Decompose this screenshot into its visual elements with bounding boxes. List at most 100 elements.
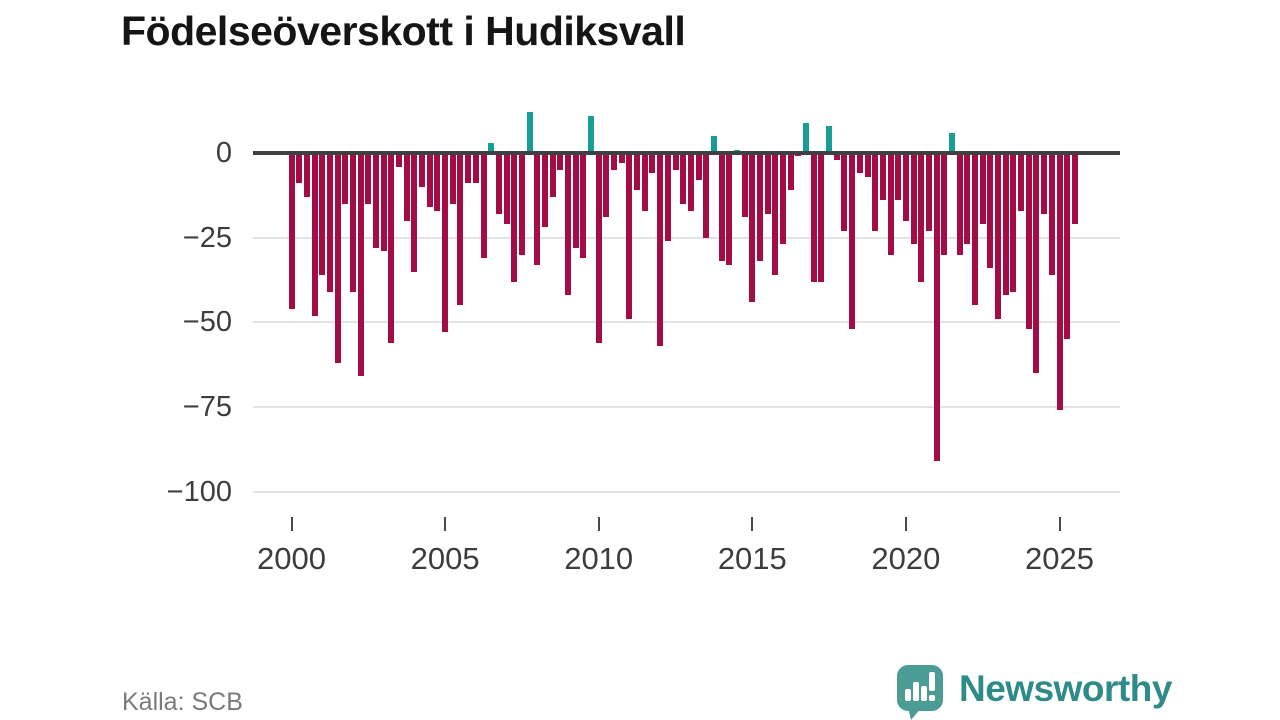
bar-2020-q3 xyxy=(918,153,925,282)
bar-2000-q2 xyxy=(296,153,303,184)
bar-2024-q4 xyxy=(1048,153,1055,275)
bar-2005-q3 xyxy=(457,153,464,306)
bar-2012-q1 xyxy=(657,153,664,346)
bar-2017-q1 xyxy=(810,153,817,282)
bar-2008-q2 xyxy=(541,153,548,228)
bar-2008-q1 xyxy=(534,153,541,265)
y-axis-label-−50: −50 xyxy=(182,306,232,339)
bar-2016-q4 xyxy=(803,122,810,153)
bar-2003-q2 xyxy=(388,153,395,343)
x-axis-label-2025: 2025 xyxy=(1025,541,1094,576)
x-axis-tick-2020 xyxy=(904,517,907,531)
gridline xyxy=(253,490,1120,493)
bar-2020-q1 xyxy=(902,153,909,221)
bar-2016-q1 xyxy=(780,153,787,245)
bar-2025-q1 xyxy=(1056,153,1063,411)
bar-2020-q4 xyxy=(925,153,932,231)
bar-2009-q2 xyxy=(572,153,579,248)
bar-2006-q4 xyxy=(495,153,502,214)
bar-2002-q4 xyxy=(372,153,379,248)
chart-title: Födelseöverskott i Hudiksvall xyxy=(121,8,686,54)
bar-2004-q4 xyxy=(434,153,441,211)
bar-2021-q3 xyxy=(948,132,955,153)
bar-2021-q4 xyxy=(956,153,963,255)
bar-2005-q2 xyxy=(449,153,456,204)
bar-2021-q2 xyxy=(941,153,948,255)
bar-2002-q1 xyxy=(349,153,356,292)
bar-2000-q3 xyxy=(303,153,310,198)
bar-2025-q3 xyxy=(1071,153,1078,225)
x-axis-tick-2010 xyxy=(597,517,600,531)
bar-2005-q4 xyxy=(465,153,472,184)
bar-2011-q2 xyxy=(634,153,641,191)
bar-2013-q2 xyxy=(695,153,702,181)
bar-2010-q4 xyxy=(618,153,625,164)
bar-2006-q3 xyxy=(488,142,495,153)
x-axis-zero-line xyxy=(253,151,1120,155)
bar-2014-q1 xyxy=(718,153,725,262)
bar-2012-q2 xyxy=(664,153,671,242)
bar-2024-q1 xyxy=(1025,153,1032,330)
bar-2013-q4 xyxy=(710,136,717,153)
x-axis-label-2005: 2005 xyxy=(410,541,480,576)
bar-2014-q4 xyxy=(741,153,748,218)
gridline xyxy=(253,321,1120,324)
bar-2012-q3 xyxy=(672,153,679,170)
bar-2006-q1 xyxy=(472,153,479,184)
bar-2022-q3 xyxy=(979,153,986,225)
bar-2002-q3 xyxy=(365,153,372,204)
bar-2015-q2 xyxy=(756,153,763,262)
bar-2007-q4 xyxy=(526,112,533,153)
bar-2015-q3 xyxy=(764,153,771,214)
bar-2017-q4 xyxy=(833,153,840,160)
bar-2017-q2 xyxy=(818,153,825,282)
bar-2013-q1 xyxy=(687,153,694,211)
bar-2018-q2 xyxy=(849,153,856,330)
bar-2025-q2 xyxy=(1064,153,1071,340)
bar-2015-q4 xyxy=(772,153,779,275)
y-axis-label-0: 0 xyxy=(215,137,232,169)
bar-2004-q1 xyxy=(411,153,418,272)
bar-2002-q2 xyxy=(357,153,364,377)
bar-2022-q1 xyxy=(964,153,971,245)
y-axis-label-−100: −100 xyxy=(166,475,232,508)
bar-2021-q1 xyxy=(933,153,940,462)
bar-2011-q3 xyxy=(641,153,648,211)
newsworthy-logo-text: Newsworthy xyxy=(959,668,1172,709)
x-axis-tick-2000 xyxy=(290,517,293,531)
bar-2009-q4 xyxy=(588,115,595,153)
bar-2024-q3 xyxy=(1041,153,1048,214)
bar-2011-q4 xyxy=(649,153,656,174)
bar-2001-q1 xyxy=(319,153,326,275)
bar-2018-q4 xyxy=(864,153,871,177)
bar-2008-q3 xyxy=(549,153,556,198)
bar-2011-q1 xyxy=(626,153,633,319)
x-axis-label-2010: 2010 xyxy=(564,541,634,576)
bar-2003-q4 xyxy=(403,153,410,221)
bar-2010-q3 xyxy=(611,153,618,170)
bar-2024-q2 xyxy=(1033,153,1040,374)
bar-2020-q2 xyxy=(910,153,917,245)
bar-2023-q4 xyxy=(1018,153,1025,211)
bar-2009-q1 xyxy=(564,153,571,296)
bar-2004-q2 xyxy=(419,153,426,187)
bar-2010-q1 xyxy=(595,153,602,343)
bar-2004-q3 xyxy=(426,153,433,208)
bar-2018-q1 xyxy=(841,153,848,231)
bar-2023-q1 xyxy=(995,153,1002,319)
bar-2019-q3 xyxy=(887,153,894,255)
x-axis-tick-2025 xyxy=(1058,517,1061,531)
bar-2001-q3 xyxy=(334,153,341,363)
newsworthy-speech-bubble-barchart-icon xyxy=(897,665,943,720)
gridline xyxy=(253,236,1120,239)
plot-area xyxy=(240,100,1135,520)
bar-2022-q2 xyxy=(972,153,979,306)
x-axis-tick-2015 xyxy=(751,517,754,531)
bar-2007-q2 xyxy=(511,153,518,282)
bar-2003-q3 xyxy=(396,153,403,167)
bar-2001-q2 xyxy=(326,153,333,292)
bar-2014-q2 xyxy=(726,153,733,265)
x-axis-tick-2005 xyxy=(444,517,447,531)
bar-2019-q4 xyxy=(895,153,902,201)
